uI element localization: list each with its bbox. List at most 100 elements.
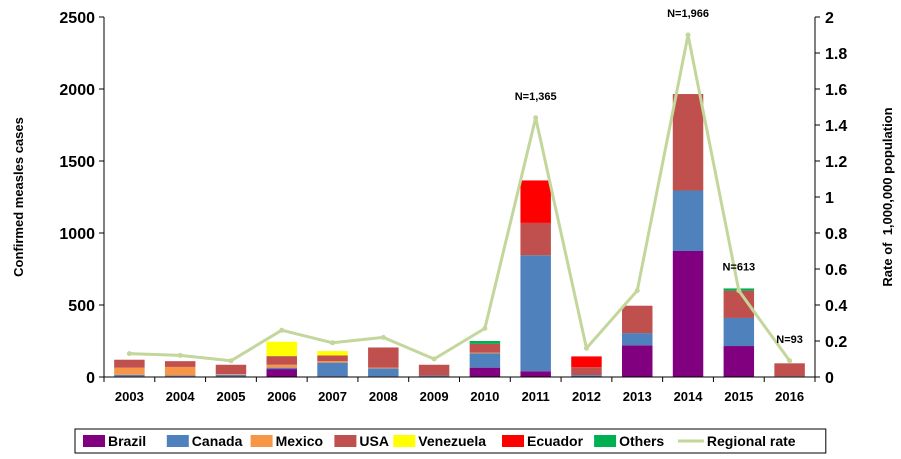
bar-usa-2009 bbox=[419, 365, 449, 376]
y2-tick-label-0-6: 0.6 bbox=[825, 262, 847, 279]
regional-rate-point-2007 bbox=[330, 340, 335, 345]
regional-rate-point-2008 bbox=[381, 335, 386, 340]
bar-mexico-2010 bbox=[470, 353, 500, 354]
y-tick-label-500: 500 bbox=[68, 298, 95, 315]
regional-rate-point-2015 bbox=[736, 288, 741, 293]
regional-rate-point-2016 bbox=[787, 358, 792, 363]
bar-usa-2005 bbox=[216, 365, 246, 374]
bar-mexico-2005 bbox=[216, 374, 246, 375]
regional-rate-point-2009 bbox=[432, 357, 437, 362]
regional-rate-point-2012 bbox=[584, 346, 589, 351]
bar-venezuela-2007 bbox=[317, 351, 347, 355]
regional-rate-point-2003 bbox=[127, 351, 132, 356]
bar-brazil-2011 bbox=[520, 371, 550, 377]
legend: Brazil Canada Mexico USA Venezuela Ecuador Oth… bbox=[75, 429, 826, 453]
bar-usa-2016 bbox=[774, 363, 804, 376]
x-tick-label-2005: 2005 bbox=[217, 389, 246, 404]
annotation-2011: N=1,365 bbox=[515, 91, 557, 103]
bar-usa-2010 bbox=[470, 344, 500, 353]
y-tick-label-0: 0 bbox=[86, 370, 95, 387]
x-tick-label-2006: 2006 bbox=[267, 389, 296, 404]
bar-mexico-2006 bbox=[267, 365, 297, 368]
x-tick-label-2007: 2007 bbox=[318, 389, 347, 404]
bars-group bbox=[114, 94, 805, 377]
legend-swatch-venezuela bbox=[393, 435, 415, 447]
bar-brazil-2013 bbox=[622, 345, 652, 377]
y2-tick-label-1-8: 1.8 bbox=[825, 46, 847, 63]
bar-canada-2013 bbox=[622, 333, 652, 345]
regional-rate-point-2014 bbox=[686, 33, 691, 38]
bar-canada-2012 bbox=[571, 375, 601, 376]
legend-label-regional-rate: Regional rate bbox=[707, 433, 796, 449]
y2-tick-label-0-4: 0.4 bbox=[825, 298, 847, 315]
annotation-2016: N=93 bbox=[776, 334, 803, 346]
regional-rate-point-2004 bbox=[178, 353, 183, 358]
legend-label-mexico: Mexico bbox=[276, 433, 323, 449]
legend-label-canada: Canada bbox=[192, 433, 243, 449]
bar-canada-2005 bbox=[216, 375, 246, 376]
bar-ecuador-2011 bbox=[520, 180, 550, 222]
y-axis-title: Confirmed measles cases bbox=[11, 117, 26, 277]
legend-swatch-canada bbox=[167, 435, 189, 447]
bar-venezuela-2006 bbox=[267, 342, 297, 356]
y2-tick-label-0-8: 0.8 bbox=[825, 226, 847, 243]
x-tick-label-2008: 2008 bbox=[369, 389, 398, 404]
x-tick-label-2004: 2004 bbox=[166, 389, 196, 404]
legend-label-venezuela: Venezuela bbox=[418, 433, 486, 449]
bar-usa-2012 bbox=[571, 367, 601, 375]
x-tick-label-2013: 2013 bbox=[623, 389, 652, 404]
bar-usa-2011 bbox=[520, 223, 550, 255]
bar-mexico-2007 bbox=[317, 361, 347, 362]
y-tick-label-1000: 1000 bbox=[59, 226, 95, 243]
bar-mexico-2003 bbox=[114, 368, 144, 375]
y2-tick-label-1: 1 bbox=[825, 190, 834, 207]
legend-swatch-mexico bbox=[251, 435, 273, 447]
bar-usa-2003 bbox=[114, 360, 144, 368]
y2-axis-title: Rate of 1,000,000 population bbox=[880, 107, 895, 286]
legend-swatch-ecuador bbox=[502, 435, 524, 447]
legend-label-brazil: Brazil bbox=[108, 433, 146, 449]
bar-canada-2006 bbox=[267, 368, 297, 369]
x-tick-label-2015: 2015 bbox=[724, 389, 753, 404]
legend-swatch-brazil bbox=[83, 435, 105, 447]
y2-tick-label-1-4: 1.4 bbox=[825, 118, 847, 135]
y2-tick-label-0: 0 bbox=[825, 370, 834, 387]
annotation-2015: N=613 bbox=[722, 261, 755, 273]
y2-tick-label-1-6: 1.6 bbox=[825, 82, 847, 99]
regional-rate-point-2011 bbox=[533, 115, 538, 120]
bar-mexico-2004 bbox=[165, 367, 195, 376]
bar-mexico-2008 bbox=[368, 368, 398, 369]
x-tick-label-2010: 2010 bbox=[470, 389, 499, 404]
bar-canada-2010 bbox=[470, 353, 500, 367]
regional-rate-point-2010 bbox=[482, 326, 487, 331]
bar-usa-2006 bbox=[267, 356, 297, 365]
legend-label-usa: USA bbox=[359, 433, 389, 449]
bar-canada-2014 bbox=[673, 191, 703, 251]
y-tick-label-1500: 1500 bbox=[59, 154, 95, 171]
y-tick-label-2500: 2500 bbox=[59, 10, 95, 27]
bar-brazil-2010 bbox=[470, 368, 500, 377]
bar-canada-2009 bbox=[419, 376, 449, 377]
bar-others-2010 bbox=[470, 341, 500, 344]
legend-label-ecuador: Ecuador bbox=[527, 433, 584, 449]
legend-label-others: Others bbox=[619, 433, 664, 449]
x-tick-label-2011: 2011 bbox=[522, 389, 550, 404]
y-tick-label-2000: 2000 bbox=[59, 82, 95, 99]
bar-usa-2013 bbox=[622, 306, 652, 333]
bar-canada-2011 bbox=[520, 255, 550, 371]
regional-rate-point-2013 bbox=[635, 288, 640, 293]
bar-usa-2014 bbox=[673, 94, 703, 190]
x-tick-label-2012: 2012 bbox=[572, 389, 601, 404]
x-tick-label-2016: 2016 bbox=[775, 389, 804, 404]
legend-swatch-usa bbox=[334, 435, 356, 447]
y2-tick-label-0-2: 0.2 bbox=[825, 334, 847, 351]
bar-usa-2007 bbox=[317, 355, 347, 361]
bar-usa-2004 bbox=[165, 361, 195, 367]
y2-tick-label-1-2: 1.2 bbox=[825, 154, 847, 171]
bar-canada-2003 bbox=[114, 375, 144, 376]
bar-ecuador-2012 bbox=[571, 356, 601, 367]
bar-canada-2007 bbox=[317, 363, 347, 377]
regional-rate-point-2006 bbox=[279, 328, 284, 333]
